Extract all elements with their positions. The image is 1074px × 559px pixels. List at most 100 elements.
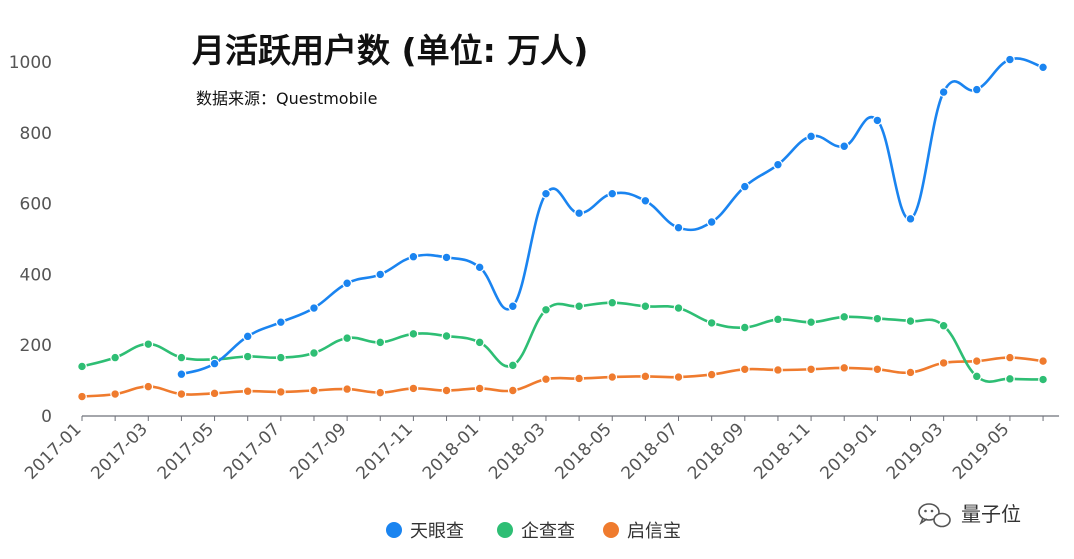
data-point[interactable] [275,352,286,363]
data-point[interactable] [275,387,286,397]
data-point[interactable] [1005,373,1015,384]
data-point[interactable] [739,322,750,333]
data-point[interactable] [938,358,949,368]
data-point[interactable] [309,385,319,396]
data-point[interactable] [242,386,253,397]
data-point[interactable] [673,372,684,382]
series-企查查 [77,297,1048,385]
data-point[interactable] [1038,356,1048,367]
data-point[interactable] [640,371,651,382]
data-point[interactable] [872,364,883,375]
y-tick-label: 400 [20,265,52,285]
data-point[interactable] [706,369,717,380]
data-point[interactable] [342,278,353,289]
data-point[interactable] [905,367,916,378]
data-point[interactable] [806,131,816,142]
data-point[interactable] [806,364,816,375]
data-point[interactable] [309,348,319,358]
data-point[interactable] [143,339,154,350]
data-point[interactable] [342,384,353,394]
data-point[interactable] [971,356,982,367]
data-point[interactable] [839,141,850,152]
data-point[interactable] [176,389,187,399]
data-point[interactable] [209,388,220,399]
data-point[interactable] [309,303,319,313]
data-point[interactable] [541,374,551,385]
data-point[interactable] [77,391,87,402]
data-point[interactable] [474,262,485,273]
data-point[interactable] [839,311,850,322]
data-point[interactable] [607,297,618,308]
data-point[interactable] [839,362,850,373]
data-point[interactable] [375,387,386,398]
y-tick-label: 1000 [9,53,52,73]
data-point[interactable] [541,188,551,199]
data-point[interactable] [971,84,982,95]
data-point[interactable] [441,385,452,396]
data-point[interactable] [143,381,154,392]
data-point[interactable] [541,304,551,315]
data-point[interactable] [1038,62,1048,73]
y-tick-label: 600 [20,195,52,215]
data-point[interactable] [1005,352,1015,363]
data-point[interactable] [706,317,717,328]
data-point[interactable] [110,389,121,399]
data-point[interactable] [872,313,883,324]
data-point[interactable] [507,360,518,371]
data-point[interactable] [507,385,518,396]
data-point[interactable] [739,364,750,375]
chart-subtitle: 数据来源：Questmobile [196,89,377,108]
data-point[interactable] [739,181,750,192]
data-point[interactable] [773,365,783,375]
data-point[interactable] [474,383,485,394]
data-point[interactable] [806,317,816,328]
data-point[interactable] [242,351,253,362]
x-tick-label: 2017-03 [87,419,151,483]
data-point[interactable] [375,269,386,280]
data-point[interactable] [408,251,419,262]
data-point[interactable] [342,333,353,344]
data-point[interactable] [574,373,584,384]
data-point[interactable] [640,195,651,206]
data-point[interactable] [242,331,253,342]
data-point[interactable] [673,222,684,233]
data-point[interactable] [408,328,419,339]
legend-item[interactable]: 企查查 [497,521,575,542]
data-point[interactable] [441,331,452,341]
data-point[interactable] [938,320,949,331]
data-point[interactable] [375,337,386,348]
data-point[interactable] [441,252,452,263]
data-point[interactable] [176,352,187,363]
data-point[interactable] [607,372,618,382]
data-point[interactable] [574,208,584,219]
data-point[interactable] [706,217,717,227]
data-point[interactable] [640,301,651,312]
data-point[interactable] [905,213,916,224]
data-point[interactable] [673,303,684,313]
data-point[interactable] [574,301,584,312]
data-point[interactable] [209,358,220,369]
data-point[interactable] [938,87,949,97]
y-tick-label: 200 [20,336,52,356]
data-point[interactable] [773,314,783,325]
data-point[interactable] [607,188,618,199]
data-point[interactable] [275,317,286,328]
data-point[interactable] [905,316,916,327]
data-point[interactable] [773,159,783,170]
data-point[interactable] [474,337,485,348]
legend-item[interactable]: 天眼查 [386,521,464,542]
legend: 天眼查 企查查 启信宝 [386,521,681,542]
data-point[interactable] [408,383,419,394]
watermark-text: 量子位 [961,502,1021,526]
legend-item[interactable]: 启信宝 [603,521,681,542]
x-tick-label: 2018-11 [750,419,814,483]
data-point[interactable] [872,115,883,126]
data-point[interactable] [507,301,518,312]
data-point[interactable] [110,352,121,363]
data-point[interactable] [1005,54,1015,65]
data-point[interactable] [176,369,187,380]
data-point[interactable] [971,371,982,382]
data-point[interactable] [77,361,87,372]
data-point[interactable] [1038,374,1048,385]
